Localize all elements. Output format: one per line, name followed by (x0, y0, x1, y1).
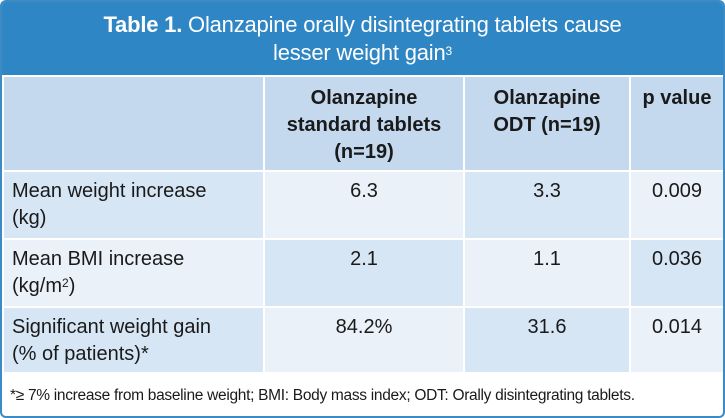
title-line2: lesser weight gain (273, 40, 446, 65)
header-odt: Olanzapine ODT (n=19) (463, 75, 631, 172)
table-title: Table 1. Olanzapine orally disintegratin… (2, 2, 723, 75)
cell-p: 0.014 (629, 306, 723, 374)
header-row: Olanzapine standard tablets (n=19) Olanz… (2, 75, 723, 172)
header-standard-line1: Olanzapine (310, 87, 418, 109)
row-label-line2a: (kg/m (12, 275, 62, 297)
cell-standard: 2.1 (263, 238, 465, 308)
table-row: Mean BMI increase (kg/m2) 2.1 1.1 0.036 (2, 238, 723, 308)
row-label: Significant weight gain (% of patients)* (2, 306, 265, 374)
cell-p: 0.009 (629, 170, 723, 240)
header-odt-line1: Olanzapine (493, 87, 601, 109)
header-standard-line3: (n=19) (334, 141, 394, 163)
header-standard-line2: standard tablets (286, 114, 442, 136)
title-prefix: Table 1. (103, 12, 183, 37)
cell-p: 0.036 (629, 238, 723, 308)
cell-standard: 6.3 (263, 170, 465, 240)
row-label: Mean weight increase (kg) (2, 170, 265, 240)
header-standard: Olanzapine standard tablets (n=19) (263, 75, 465, 172)
table-row: Mean weight increase (kg) 6.3 3.3 0.009 (2, 170, 723, 240)
header-p: p value (629, 75, 723, 172)
header-odt-line2: ODT (n=19) (493, 114, 601, 136)
table-row: Significant weight gain (% of patients)*… (2, 306, 723, 374)
header-p-label: p value (642, 87, 712, 109)
row-label-line2: (% of patients)* (12, 343, 149, 365)
row-label-line1: Significant weight gain (12, 316, 212, 338)
row-label-sup: 2 (62, 276, 69, 290)
row-label: Mean BMI increase (kg/m2) (2, 238, 265, 308)
row-label-line1: Mean weight increase (12, 180, 207, 202)
cell-odt: 1.1 (463, 238, 631, 308)
cell-odt: 31.6 (463, 306, 631, 374)
title-ref: 3 (445, 44, 453, 58)
data-table: Olanzapine standard tablets (n=19) Olanz… (2, 75, 723, 374)
table-footnote: *≥ 7% increase from baseline weight; BMI… (10, 387, 635, 404)
row-label-line2b: ) (68, 275, 76, 297)
cell-odt: 3.3 (463, 170, 631, 240)
row-label-line2: (kg) (12, 207, 47, 229)
cell-standard: 84.2% (263, 306, 465, 374)
header-empty (2, 75, 265, 172)
title-line1: Olanzapine orally disintegrating tablets… (188, 12, 622, 37)
row-label-line1: Mean BMI increase (12, 248, 185, 270)
